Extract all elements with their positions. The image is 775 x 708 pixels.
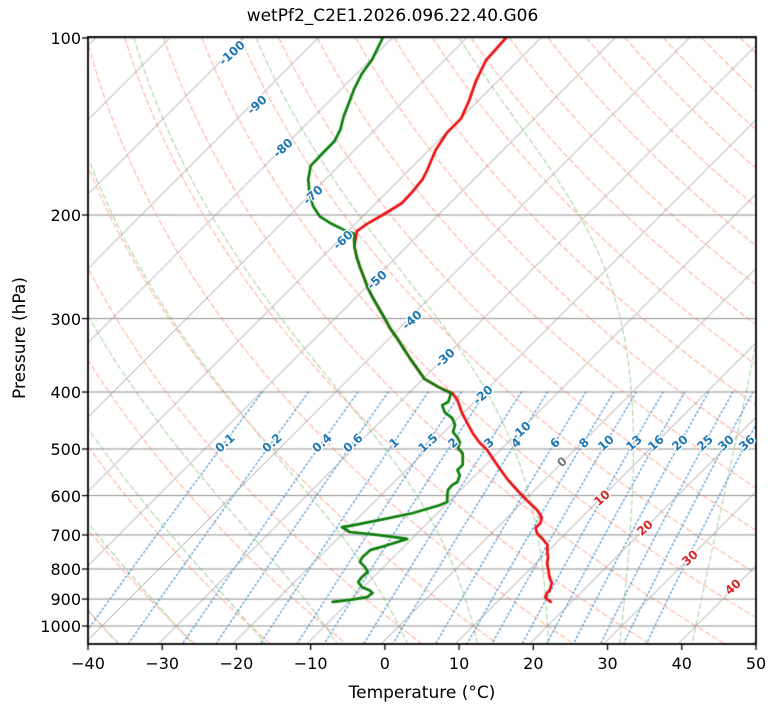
skew-t-plot-area (0, 0, 775, 708)
skew-t-figure: wetPf2_C2E1.2026.096.22.40.G06 Temperatu… (0, 0, 775, 708)
